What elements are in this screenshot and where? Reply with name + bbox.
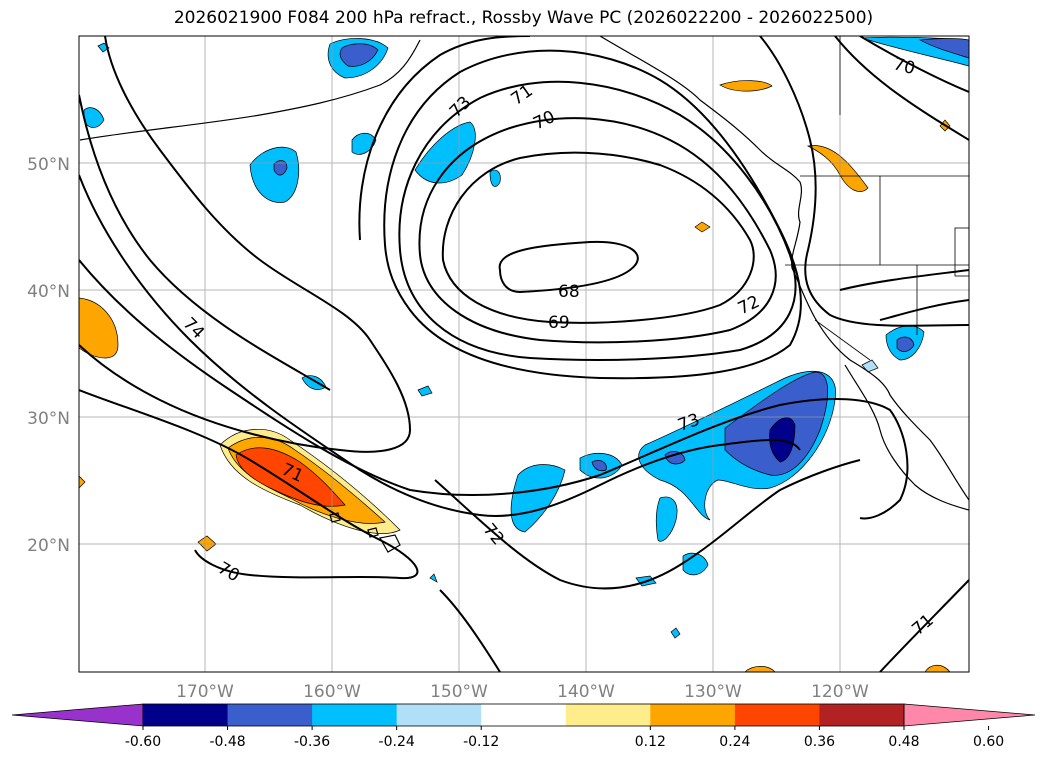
colorbar-tick-label: -0.24 xyxy=(379,734,415,750)
colorbar-swatch xyxy=(734,704,820,726)
colorbar-swatch xyxy=(650,704,736,726)
colorbar-tick-label: 0.60 xyxy=(973,734,1004,750)
map-frame xyxy=(78,35,970,673)
lat-label: 40°N xyxy=(27,282,70,302)
shading-positive xyxy=(79,80,951,672)
lon-label: 170°W xyxy=(176,682,234,702)
colorbar: -0.60 -0.48 -0.36 -0.24 -0.12 0.12 0.24 0.36 0.4… xyxy=(11,703,1036,750)
lat-label: 50°N xyxy=(27,155,70,175)
lon-label: 150°W xyxy=(430,682,488,702)
map-title: 2026021900 F084 200 hPa refract., Rossby… xyxy=(173,8,874,28)
lon-label: 140°W xyxy=(557,682,615,702)
colorbar-tick-label: -0.36 xyxy=(294,734,330,750)
colorbar-tick-label: 0.12 xyxy=(635,734,666,750)
colorbar-tick-label: 0.36 xyxy=(804,734,835,750)
longitude-labels: 170°W 160°W 150°W 140°W 130°W 120°W xyxy=(176,682,869,702)
latitude-labels: 50°N 40°N 30°N 20°N xyxy=(27,155,70,556)
colorbar-outline xyxy=(142,703,905,727)
colorbar-swatch xyxy=(396,704,482,726)
contour-label: 68 xyxy=(558,282,580,302)
map-plot-area: 74 73 72 71 70 69 68 73 72 71 70 71 70 xyxy=(79,36,969,672)
lon-label: 160°W xyxy=(303,682,361,702)
shading-negative xyxy=(83,36,969,639)
lat-label: 20°N xyxy=(27,536,70,556)
colorbar-tick-label: -0.60 xyxy=(125,734,161,750)
colorbar-swatch xyxy=(481,704,567,726)
contour-label: 69 xyxy=(548,313,570,333)
colorbar-tick-label: -0.48 xyxy=(209,734,245,750)
lat-label: 30°N xyxy=(27,409,70,429)
contour-lines xyxy=(79,36,969,672)
coastlines xyxy=(79,36,969,553)
colorbar-tick-label: 0.24 xyxy=(719,734,750,750)
colorbar-extend-max xyxy=(903,703,1036,727)
lon-label: 130°W xyxy=(684,682,742,702)
colorbar-swatch xyxy=(819,704,905,726)
colorbar-tick-label: -0.12 xyxy=(463,734,499,750)
colorbar-swatch xyxy=(143,704,229,726)
colorbar-swatch xyxy=(312,704,398,726)
colorbar-extend-min xyxy=(11,703,144,727)
colorbar-tick-label: 0.48 xyxy=(888,734,919,750)
lon-label: 120°W xyxy=(811,682,869,702)
colorbar-swatch xyxy=(565,704,651,726)
colorbar-swatch xyxy=(227,704,313,726)
